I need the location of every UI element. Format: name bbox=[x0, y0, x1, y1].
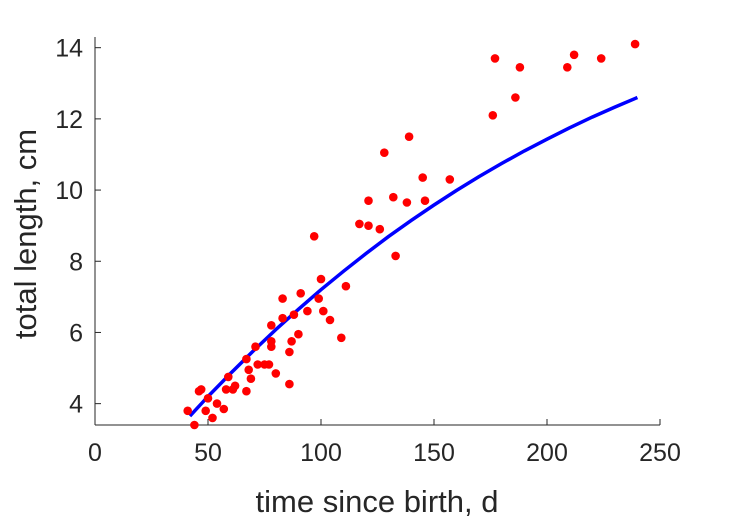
data-point bbox=[208, 413, 217, 423]
data-point bbox=[515, 63, 525, 72]
y-tick-label: 14 bbox=[55, 35, 83, 63]
axes: 0 50 100 150 200 250 4 6 8 10 12 14 bbox=[55, 35, 681, 467]
y-tick-label: 12 bbox=[55, 106, 83, 134]
data-point bbox=[242, 354, 251, 364]
data-point bbox=[267, 337, 276, 346]
data-point bbox=[490, 54, 500, 63]
data-point bbox=[289, 310, 299, 320]
data-point bbox=[375, 224, 385, 234]
x-tick-label: 150 bbox=[413, 439, 455, 467]
data-point bbox=[445, 175, 455, 184]
data-point bbox=[316, 274, 326, 284]
y-tick-label: 10 bbox=[55, 177, 83, 205]
data-point bbox=[418, 173, 428, 182]
data-point bbox=[563, 63, 572, 72]
data-point bbox=[190, 420, 199, 430]
data-point bbox=[285, 347, 294, 357]
data-point bbox=[251, 342, 260, 352]
data-point bbox=[596, 54, 606, 63]
data-point bbox=[364, 221, 373, 230]
data-point bbox=[404, 132, 414, 141]
data-point bbox=[203, 394, 213, 403]
data-point bbox=[420, 196, 430, 205]
data-point bbox=[212, 399, 222, 408]
data-point bbox=[221, 385, 231, 394]
x-tick-label: 100 bbox=[300, 439, 342, 467]
data-point bbox=[224, 372, 233, 382]
data-point bbox=[511, 93, 520, 102]
data-point bbox=[285, 379, 294, 389]
data-point bbox=[389, 192, 398, 202]
data-point bbox=[242, 386, 251, 396]
data-point bbox=[325, 315, 335, 325]
y-tick-label: 4 bbox=[69, 391, 83, 419]
data-point bbox=[196, 385, 206, 394]
data-point bbox=[296, 289, 306, 298]
x-tick-label: 50 bbox=[194, 439, 222, 467]
x-tick-label: 250 bbox=[639, 439, 681, 467]
data-point bbox=[201, 406, 210, 416]
data-point bbox=[314, 294, 324, 303]
data-point bbox=[569, 50, 579, 60]
data-point bbox=[341, 281, 351, 291]
y-axis-label: total length, cm bbox=[8, 129, 43, 339]
data-point bbox=[337, 333, 346, 343]
data-point bbox=[244, 365, 253, 375]
x-tick-label: 200 bbox=[526, 439, 568, 467]
data-point bbox=[246, 374, 256, 384]
data-point bbox=[264, 360, 274, 369]
data-point bbox=[287, 337, 296, 346]
data-point bbox=[278, 313, 287, 323]
x-axis-label: time since birth, d bbox=[256, 484, 499, 519]
data-point bbox=[303, 306, 312, 316]
y-tick-label: 8 bbox=[69, 248, 83, 276]
data-point bbox=[355, 219, 364, 229]
data-point bbox=[278, 294, 287, 303]
data-point bbox=[319, 306, 328, 316]
y-tick-label: 6 bbox=[69, 319, 83, 347]
data-point bbox=[364, 196, 373, 205]
data-point bbox=[267, 321, 276, 330]
data-point bbox=[402, 198, 412, 207]
points-layer bbox=[183, 39, 640, 430]
data-point bbox=[630, 39, 640, 49]
data-point bbox=[309, 232, 319, 241]
data-point bbox=[391, 251, 400, 261]
data-point bbox=[219, 404, 229, 414]
x-tick-label: 0 bbox=[88, 439, 102, 467]
data-point bbox=[488, 111, 498, 120]
data-point bbox=[271, 369, 281, 378]
data-point bbox=[253, 360, 262, 369]
data-point bbox=[380, 148, 389, 157]
fit-curve bbox=[188, 95, 639, 418]
fit-line-layer bbox=[188, 95, 639, 418]
data-point bbox=[183, 406, 192, 416]
data-point bbox=[230, 381, 240, 391]
data-point bbox=[294, 329, 303, 339]
